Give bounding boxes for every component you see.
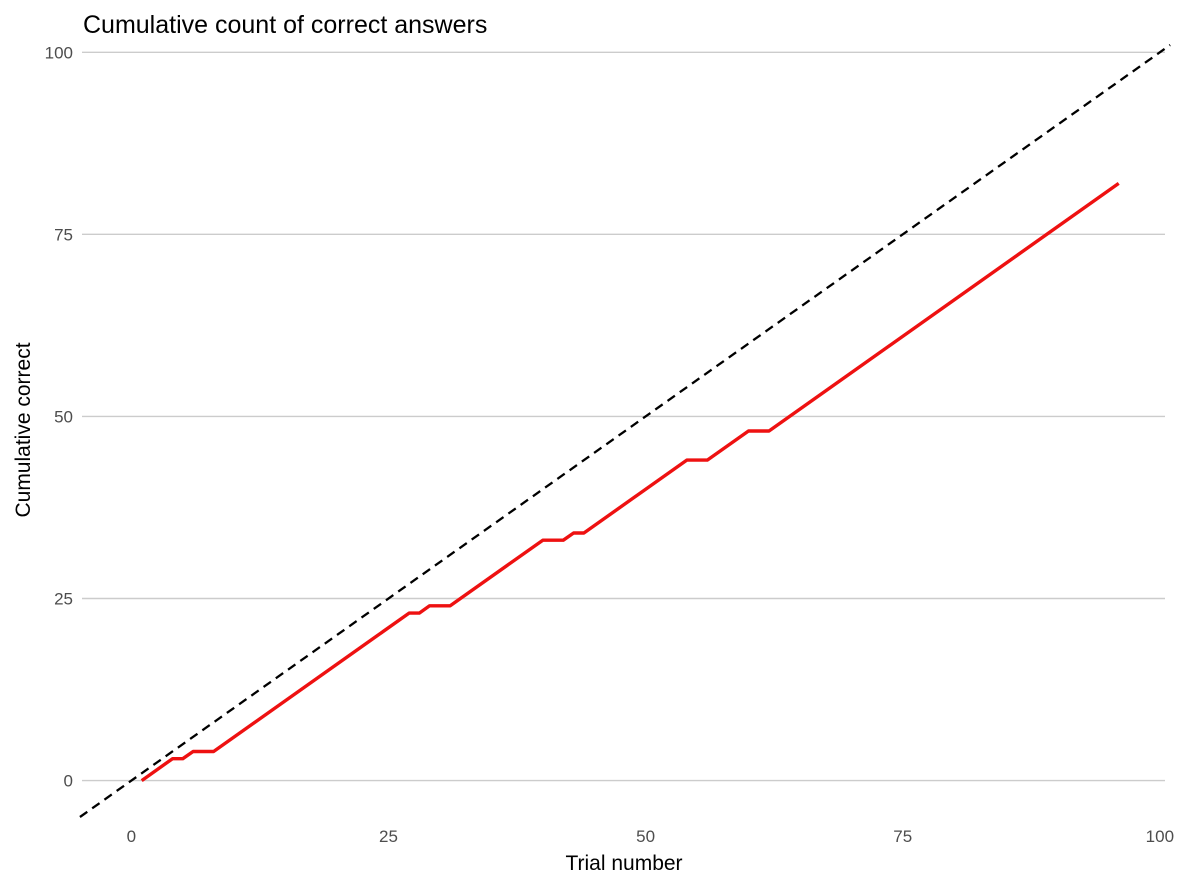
- x-tick-label: 0: [127, 827, 136, 846]
- y-tick-label: 75: [54, 225, 73, 244]
- x-tick-label: 75: [893, 827, 912, 846]
- y-tick-label: 0: [64, 772, 73, 791]
- reference-line: [79, 44, 1171, 818]
- series-group: [140, 182, 1120, 782]
- x-axis-label: Trial number: [565, 852, 682, 875]
- x-tick-label: 50: [636, 827, 655, 846]
- y-tick-label: 25: [54, 590, 73, 609]
- gridlines: [82, 51, 1165, 782]
- x-tick-label: 25: [379, 827, 398, 846]
- y-tick-label: 100: [45, 43, 73, 62]
- y-axis-ticks: 0 25 50 75 100: [45, 43, 73, 790]
- reference-line-group: [79, 44, 1171, 818]
- y-axis-label: Cumulative correct: [12, 342, 35, 517]
- series-line: [140, 182, 1120, 782]
- chart-title: Cumulative count of correct answers: [83, 11, 487, 39]
- y-tick-label: 50: [54, 407, 73, 426]
- x-tick-label: 100: [1146, 827, 1174, 846]
- x-axis-ticks: 0 25 50 75 100: [127, 827, 1174, 846]
